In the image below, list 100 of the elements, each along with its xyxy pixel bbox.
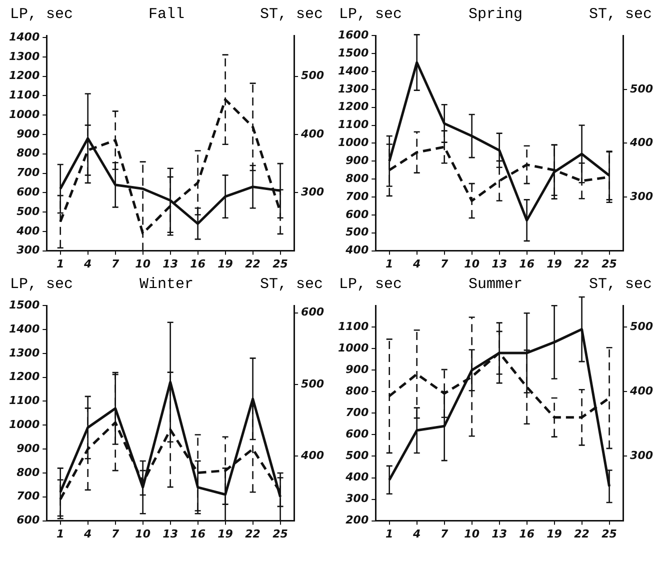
- y-tick-label: 700: [346, 190, 369, 203]
- y-tick-label: 600: [346, 428, 369, 441]
- y-tick-label: 600: [16, 185, 40, 198]
- y-axis-title: LP, sec: [339, 6, 402, 25]
- y-tick-label: 800: [346, 384, 369, 398]
- y-tick-label: 1000: [8, 108, 40, 121]
- y-tick-label: 1200: [8, 370, 40, 384]
- y2-tick-label: 400: [629, 384, 654, 398]
- y2-axis-title: ST, sec: [260, 6, 323, 25]
- y-tick-label: 800: [16, 466, 40, 479]
- y-tick-label: 1500: [338, 46, 369, 60]
- y2-axis-title: ST, sec: [588, 6, 652, 25]
- y-tick-label: 700: [346, 406, 369, 420]
- x-tick-label: 13: [492, 527, 508, 540]
- x-tick-label: 4: [412, 257, 421, 270]
- y-tick-label: 1300: [338, 82, 369, 96]
- y-tick-label: 1000: [338, 342, 369, 354]
- y-tick-label: 1400: [8, 30, 40, 44]
- x-tick-label: 22: [245, 527, 261, 540]
- y-tick-label: 1100: [8, 88, 40, 102]
- y-tick-label: 900: [16, 127, 40, 140]
- y-tick-label: 1300: [8, 50, 40, 63]
- x-tick-label: 25: [272, 257, 288, 270]
- y-tick-label: 1100: [338, 320, 369, 333]
- x-tick-label: 16: [519, 257, 535, 270]
- y-tick-label: 400: [344, 470, 369, 484]
- x-tick-label: 4: [83, 257, 92, 270]
- x-tick-label: 19: [218, 527, 234, 540]
- y-tick-label: 1600: [338, 28, 369, 42]
- y-tick-label: 1200: [338, 100, 369, 114]
- x-tick-label: 13: [492, 257, 508, 270]
- x-tick-label: 4: [83, 527, 92, 540]
- y-tick-label: 400: [16, 224, 40, 238]
- x-tick-label: 1: [386, 257, 394, 270]
- y2-tick-label: 400: [300, 449, 324, 462]
- chart-title: Spring: [468, 6, 522, 25]
- y-tick-label: 900: [346, 154, 369, 167]
- x-tick-label: 7: [112, 527, 120, 540]
- y-tick-label: 800: [16, 146, 40, 160]
- x-tick-label: 10: [135, 527, 151, 540]
- y-tick-label: 700: [16, 490, 40, 503]
- x-tick-label: 1: [386, 527, 394, 540]
- y2-tick-label: 600: [301, 306, 324, 319]
- y-tick-label: 500: [16, 204, 40, 218]
- y2-tick-label: 500: [301, 377, 324, 390]
- x-tick-label: 7: [440, 527, 449, 540]
- y-axis-title: LP, sec: [339, 276, 402, 295]
- chart-title: Fall: [148, 6, 184, 25]
- y2-tick-label: 400: [629, 136, 654, 150]
- x-tick-label: 16: [519, 527, 535, 540]
- x-tick-label: 25: [602, 527, 618, 540]
- x-tick-label: 7: [112, 257, 120, 270]
- y-tick-label: 1200: [8, 69, 40, 82]
- x-tick-label: 22: [245, 257, 261, 270]
- x-tick-label: 22: [574, 257, 590, 270]
- y2-tick-label: 300: [630, 449, 654, 462]
- x-tick-label: 10: [135, 257, 151, 270]
- x-tick-label: 16: [190, 527, 206, 540]
- y-tick-label: 900: [16, 442, 40, 455]
- y-tick-label: 500: [346, 449, 369, 462]
- x-tick-label: 13: [162, 257, 178, 270]
- x-tick-label: 10: [464, 257, 480, 270]
- y2-axis-title: ST, sec: [260, 276, 323, 295]
- y-tick-label: 1400: [338, 64, 369, 78]
- y-tick-label: 1000: [8, 418, 40, 432]
- y-tick-label: 400: [344, 244, 369, 257]
- x-tick-label: 19: [546, 257, 562, 270]
- y2-tick-label: 500: [301, 69, 324, 82]
- x-tick-label: 1: [56, 257, 64, 270]
- y-tick-label: 1100: [338, 118, 369, 132]
- x-tick-label: 19: [218, 257, 234, 270]
- x-tick-label: 10: [464, 527, 480, 540]
- y-tick-label: 300: [346, 492, 369, 506]
- y-tick-label: 500: [346, 226, 369, 239]
- y-tick-label: 1000: [338, 136, 369, 150]
- x-tick-label: 22: [574, 527, 590, 540]
- x-tick-label: 13: [162, 527, 178, 540]
- x-tick-label: 16: [190, 257, 206, 270]
- x-tick-label: 1: [56, 527, 64, 540]
- y-tick-label: 900: [346, 363, 369, 376]
- x-tick-label: 19: [546, 527, 562, 540]
- chart-title: Winter: [139, 276, 194, 295]
- y-tick-label: 200: [346, 514, 369, 527]
- x-tick-label: 7: [440, 257, 449, 270]
- y-tick-label: 600: [16, 514, 40, 527]
- chart-title: Summer: [468, 276, 522, 295]
- y2-tick-label: 500: [630, 320, 654, 333]
- y-tick-label: 1100: [8, 394, 40, 408]
- y-tick-label: 300: [16, 244, 40, 257]
- y-axis-title: LP, sec: [10, 6, 74, 25]
- y-tick-label: 800: [346, 172, 369, 185]
- y-tick-label: 1400: [8, 322, 40, 336]
- y2-tick-label: 300: [630, 190, 654, 203]
- y2-tick-label: 300: [301, 185, 324, 198]
- x-tick-label: 4: [412, 527, 421, 540]
- y2-tick-label: 500: [630, 82, 654, 96]
- y2-tick-label: 400: [300, 127, 324, 140]
- y-tick-label: 1500: [8, 298, 40, 312]
- y2-axis-title: ST, sec: [588, 276, 652, 295]
- x-tick-label: 25: [272, 527, 288, 540]
